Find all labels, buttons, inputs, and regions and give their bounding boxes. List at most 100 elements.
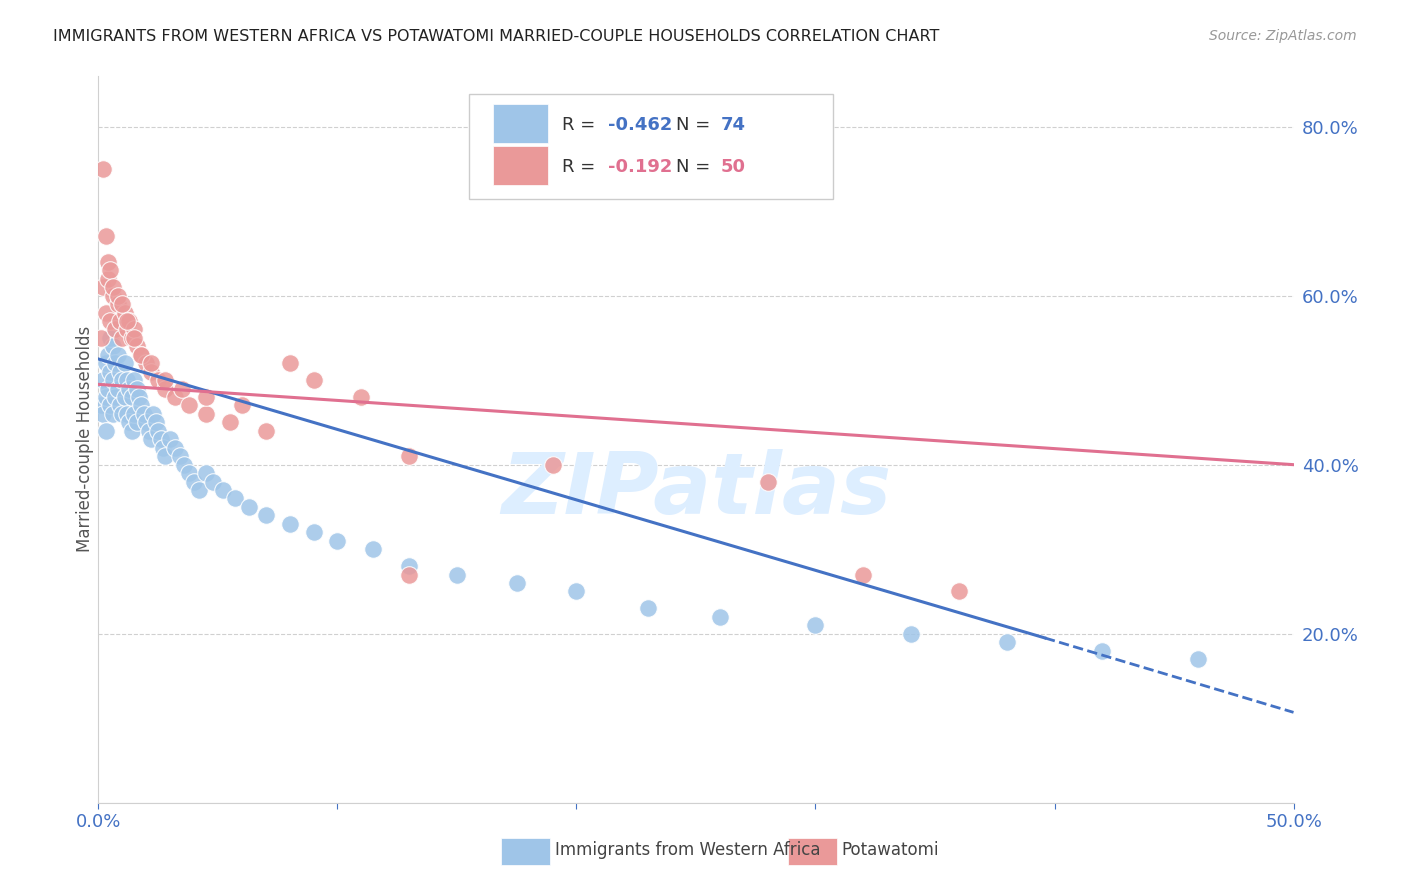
- Point: [139, 432, 162, 446]
- Point: [114, 356, 136, 370]
- Point: [131, 348, 153, 362]
- Point: [97, 382, 120, 396]
- Point: [1091, 643, 1114, 657]
- Point: [173, 458, 195, 472]
- Point: [149, 432, 172, 446]
- Point: [142, 407, 165, 421]
- Point: [139, 365, 162, 379]
- Point: [278, 516, 301, 531]
- FancyBboxPatch shape: [494, 104, 548, 144]
- Point: [94, 390, 117, 404]
- Point: [155, 373, 177, 387]
- Text: N =: N =: [676, 116, 716, 135]
- Point: [90, 331, 112, 345]
- FancyBboxPatch shape: [501, 838, 550, 865]
- Point: [108, 399, 131, 413]
- Point: [163, 390, 186, 404]
- Text: N =: N =: [676, 158, 716, 176]
- Point: [506, 576, 529, 591]
- Text: 74: 74: [721, 116, 747, 135]
- Point: [398, 567, 420, 582]
- FancyBboxPatch shape: [470, 94, 834, 200]
- Point: [101, 407, 124, 421]
- Point: [124, 373, 146, 387]
- Point: [97, 348, 120, 362]
- Point: [111, 407, 134, 421]
- Point: [709, 610, 731, 624]
- Point: [125, 339, 148, 353]
- Point: [101, 280, 124, 294]
- Point: [195, 466, 218, 480]
- Point: [98, 263, 122, 277]
- Point: [115, 314, 138, 328]
- Point: [202, 475, 225, 489]
- Point: [302, 525, 325, 540]
- Point: [350, 390, 373, 404]
- Point: [104, 390, 127, 404]
- Point: [398, 449, 420, 463]
- Point: [101, 288, 124, 302]
- Point: [124, 331, 146, 345]
- Point: [97, 271, 120, 285]
- Point: [118, 382, 141, 396]
- Point: [852, 567, 875, 582]
- Point: [114, 390, 136, 404]
- Point: [163, 441, 186, 455]
- Point: [131, 348, 153, 362]
- Point: [948, 584, 970, 599]
- Text: R =: R =: [562, 116, 602, 135]
- Point: [108, 365, 131, 379]
- Point: [1187, 652, 1209, 666]
- Point: [111, 373, 134, 387]
- Point: [148, 373, 170, 387]
- Point: [94, 424, 117, 438]
- Text: Immigrants from Western Africa: Immigrants from Western Africa: [555, 841, 821, 859]
- Point: [179, 466, 201, 480]
- Point: [756, 475, 779, 489]
- Point: [172, 382, 194, 396]
- Point: [211, 483, 233, 497]
- Point: [101, 339, 124, 353]
- Point: [155, 449, 177, 463]
- Point: [128, 390, 150, 404]
- Point: [94, 356, 117, 370]
- Point: [148, 424, 170, 438]
- Point: [145, 416, 167, 430]
- Point: [121, 424, 143, 438]
- Point: [124, 322, 146, 336]
- Text: R =: R =: [562, 158, 602, 176]
- Point: [107, 288, 129, 302]
- Point: [97, 254, 120, 268]
- Text: Source: ZipAtlas.com: Source: ZipAtlas.com: [1209, 29, 1357, 43]
- Point: [152, 441, 174, 455]
- Point: [363, 542, 385, 557]
- Point: [101, 373, 124, 387]
- Point: [98, 331, 122, 345]
- Point: [125, 416, 148, 430]
- Point: [131, 399, 153, 413]
- FancyBboxPatch shape: [787, 838, 837, 865]
- Point: [159, 432, 181, 446]
- Point: [541, 458, 564, 472]
- Point: [98, 314, 122, 328]
- Point: [446, 567, 468, 582]
- Point: [804, 618, 827, 632]
- Point: [995, 635, 1018, 649]
- Point: [121, 390, 143, 404]
- Point: [179, 399, 201, 413]
- Point: [231, 399, 253, 413]
- Point: [118, 314, 141, 328]
- Point: [900, 626, 922, 640]
- Point: [104, 322, 127, 336]
- Point: [135, 416, 157, 430]
- Point: [195, 407, 218, 421]
- Point: [238, 500, 260, 514]
- Point: [187, 483, 209, 497]
- Point: [108, 314, 131, 328]
- Point: [398, 559, 420, 574]
- Point: [91, 373, 114, 387]
- Point: [132, 407, 155, 421]
- Point: [169, 449, 191, 463]
- Point: [254, 424, 277, 438]
- Point: [121, 331, 143, 345]
